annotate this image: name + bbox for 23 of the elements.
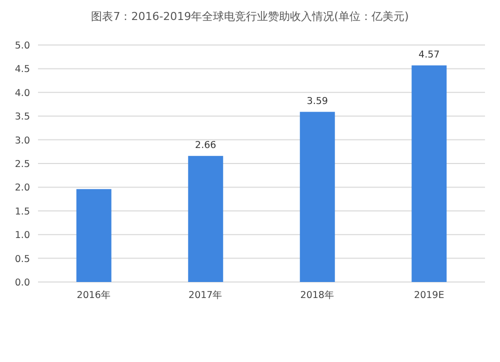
data-label: 2.66: [195, 140, 216, 151]
y-tick-label: 2.0: [14, 182, 30, 194]
x-tick-label: 2018年: [300, 289, 334, 301]
y-tick-label: 0.0: [14, 278, 30, 288]
y-tick-label: 1.0: [14, 230, 30, 242]
bar: [300, 112, 335, 282]
y-tick-label: 1.5: [14, 206, 30, 218]
y-tick-label: 4.0: [14, 88, 30, 99]
chart-title: 图表7：2016-2019年全球电竞行业赞助收入情况(单位：亿美元): [91, 10, 409, 23]
bar: [76, 189, 112, 282]
bar: [412, 65, 447, 282]
y-tick-label: 3.5: [14, 112, 30, 123]
y-tick-label: 5.0: [14, 40, 30, 52]
x-tick-label: 2016年: [76, 289, 111, 301]
bar: [188, 156, 224, 282]
data-label: 3.59: [306, 96, 328, 107]
y-tick-label: 3.0: [14, 135, 30, 146]
x-tick-label: 2019E: [414, 290, 444, 301]
y-tick-label: 0.5: [14, 254, 30, 265]
data-label: 4.57: [418, 49, 440, 60]
y-tick-label: 2.5: [14, 159, 30, 170]
x-tick-label: 2017年: [188, 289, 223, 301]
y-tick-label: 4.5: [14, 64, 30, 76]
